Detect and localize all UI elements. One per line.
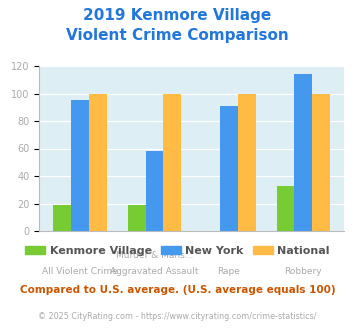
Text: All Violent Crime: All Violent Crime [42, 267, 118, 276]
Text: Murder & Mans...: Murder & Mans... [116, 251, 193, 260]
Bar [89, 93, 107, 231]
Bar [146, 151, 163, 231]
Bar [238, 93, 256, 231]
Bar [312, 93, 330, 231]
Bar [71, 100, 89, 231]
Text: Violent Crime Comparison: Violent Crime Comparison [66, 28, 289, 43]
Text: Rape: Rape [218, 267, 240, 276]
Legend: Kenmore Village, New York, National: Kenmore Village, New York, National [21, 241, 334, 260]
Bar [53, 205, 71, 231]
Text: 2019 Kenmore Village: 2019 Kenmore Village [83, 8, 272, 23]
Bar [277, 185, 294, 231]
Text: Robbery: Robbery [285, 267, 322, 276]
Text: Aggravated Assault: Aggravated Assault [110, 267, 199, 276]
Text: Compared to U.S. average. (U.S. average equals 100): Compared to U.S. average. (U.S. average … [20, 285, 335, 295]
Bar [163, 93, 181, 231]
Bar [128, 205, 146, 231]
Text: © 2025 CityRating.com - https://www.cityrating.com/crime-statistics/: © 2025 CityRating.com - https://www.city… [38, 312, 317, 321]
Bar [294, 74, 312, 231]
Bar [220, 106, 238, 231]
